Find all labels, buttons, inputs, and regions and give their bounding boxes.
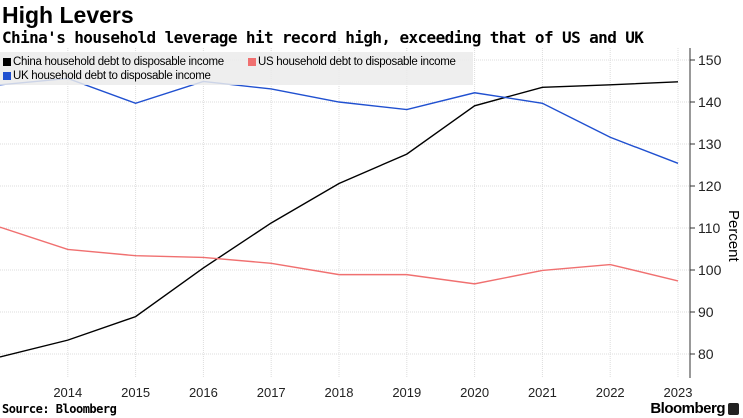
x-tick-label: 2019 [392,385,421,400]
brand-logo: Bloomberg [650,400,725,417]
legend-swatch-china [3,58,11,66]
legend-swatch-uk [3,72,11,80]
y-tick-label: 130 [698,136,722,152]
y-tick-label: 120 [698,178,722,194]
legend-item-china: China household debt to disposable incom… [3,56,224,68]
y-tick-label: 90 [698,304,714,320]
x-tick-label: 2023 [664,385,693,400]
y-tick-label: 150 [698,52,722,68]
series-line-china [0,81,679,358]
legend: China household debt to disposable incom… [0,52,473,85]
y-axis-label: Percent [725,210,742,262]
source-note: Source: Bloomberg [2,402,117,416]
legend-label-china: China household debt to disposable incom… [13,56,224,68]
chart-title: High Levers [2,2,134,28]
y-tick-label: 140 [698,94,722,110]
legend-label-uk: UK household debt to disposable income [13,70,211,82]
y-tick-label: 100 [698,262,722,278]
x-tick-label: 2017 [257,385,286,400]
x-tick-label: 2021 [528,385,557,400]
legend-item-us: US household debt to disposable income [248,56,456,68]
chart-subtitle: China's household leverage hit record hi… [2,28,644,47]
y-tick-label: 80 [698,346,714,362]
series-line-uk [0,77,679,164]
bloomberg-icon [728,403,739,415]
legend-swatch-us [248,58,256,66]
x-tick-label: 2022 [596,385,625,400]
series-line-us [0,226,679,285]
x-tick-label: 2020 [460,385,489,400]
legend-item-uk: UK household debt to disposable income [3,70,211,82]
x-tick-label: 2015 [121,385,150,400]
legend-label-us: US household debt to disposable income [258,56,456,68]
x-tick-label: 2016 [189,385,218,400]
x-tick-label: 2014 [53,385,82,400]
y-tick-label: 110 [698,220,721,236]
x-tick-label: 2018 [325,385,354,400]
